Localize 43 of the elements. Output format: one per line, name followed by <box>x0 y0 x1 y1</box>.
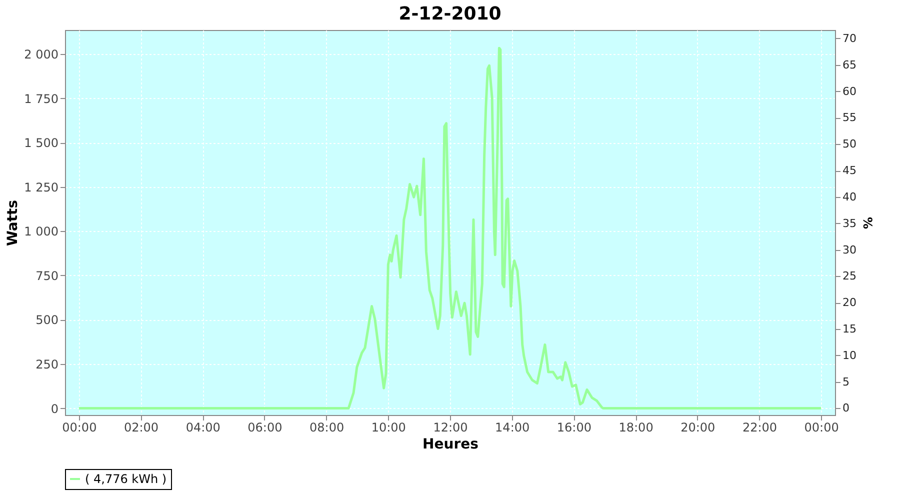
y2-tick-label: 60 <box>842 84 856 98</box>
y2-tick-label: 45 <box>842 164 856 178</box>
y2-tick-label: 65 <box>842 58 856 72</box>
y2-tick-label: 50 <box>842 138 856 151</box>
chart-title: 2-12-2010 <box>398 3 502 24</box>
y2-tick-label: 0 <box>842 402 850 415</box>
x-axis-title: Heures <box>422 436 478 452</box>
y2-tick-label: 20 <box>842 296 856 310</box>
x-tick-label: 22:00 <box>742 420 778 434</box>
x-tick-label: 20:00 <box>680 420 716 434</box>
y2-tick-label: 35 <box>842 216 856 230</box>
x-tick-label: 02:00 <box>124 420 159 434</box>
x-tick-label: 06:00 <box>248 420 282 434</box>
y-tick-label: 500 <box>36 313 58 328</box>
y-tick-label: 250 <box>36 357 58 372</box>
y2-axis-title: % <box>860 216 874 230</box>
y-tick-label: 1 250 <box>24 180 58 194</box>
x-tick-label: 10:00 <box>371 420 406 434</box>
y-tick-label: 2 000 <box>24 48 58 62</box>
x-tick-label: 00:00 <box>804 420 839 434</box>
y2-tick-label: 25 <box>842 270 856 283</box>
y2-tick-label: 70 <box>842 32 856 45</box>
y2-tick-label: 30 <box>842 243 856 256</box>
x-tick-label: 16:00 <box>556 420 592 434</box>
y-tick-label: 1 750 <box>24 92 58 106</box>
y-tick-label: 1 500 <box>24 136 58 150</box>
x-tick-label: 12:00 <box>433 420 468 434</box>
y2-tick-label: 40 <box>842 190 856 204</box>
y2-tick-label: 5 <box>842 375 850 388</box>
x-tick-label: 08:00 <box>310 420 344 434</box>
y-tick-label: 750 <box>36 268 58 283</box>
legend-label: ( 4,776 kWh ) <box>85 472 167 486</box>
x-tick-label: 14:00 <box>495 420 530 434</box>
y-tick-label: 1 000 <box>24 224 58 239</box>
y2-tick-label: 10 <box>842 348 856 362</box>
y-axis-title: Watts <box>5 200 22 246</box>
x-tick-label: 04:00 <box>186 420 220 434</box>
y2-tick-label: 55 <box>842 111 856 124</box>
x-tick-label: 00:00 <box>62 420 97 434</box>
line-series <box>78 46 822 410</box>
x-tick-label: 18:00 <box>618 420 654 434</box>
y-tick-label: 0 <box>50 402 58 416</box>
y2-tick-label: 15 <box>842 322 856 336</box>
